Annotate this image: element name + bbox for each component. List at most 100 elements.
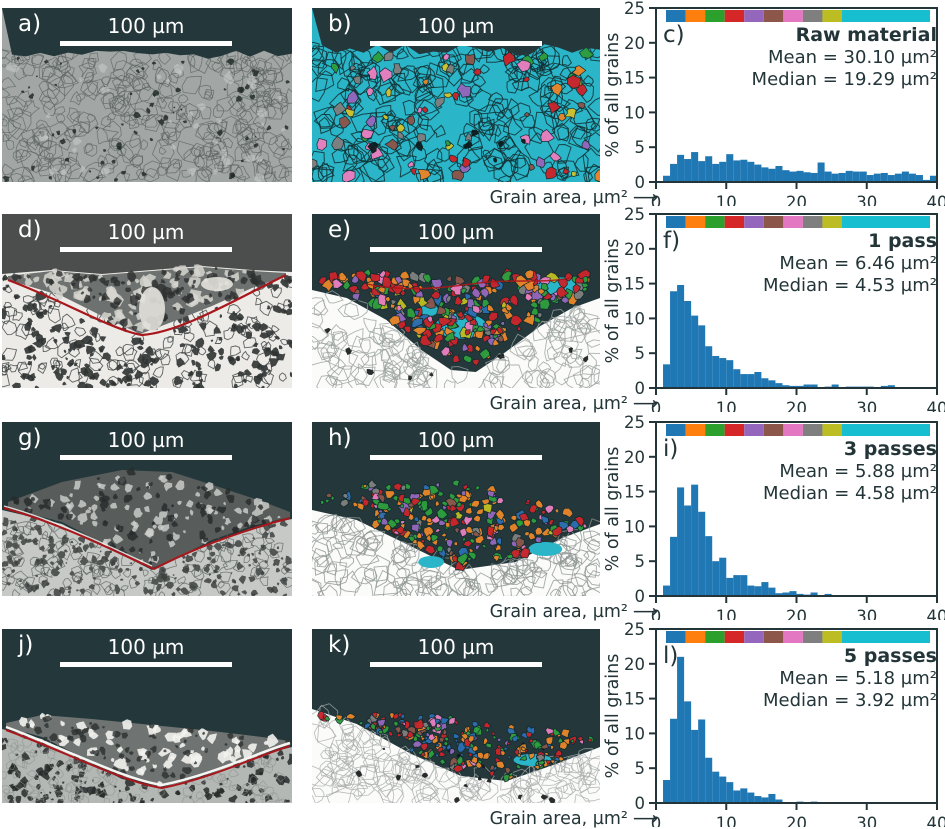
svg-text:40: 40 [927, 399, 945, 412]
histogram-l-stats: 5 passes Mean = 5.18 µm² Median = 3.92 µ… [763, 645, 937, 713]
svg-text:20: 20 [624, 34, 645, 53]
svg-text:25: 25 [624, 0, 645, 18]
svg-text:25: 25 [624, 414, 645, 432]
histogram-c: 0 5 10 15 20 25 0 10 20 30 40 [624, 0, 945, 206]
median-value: Median = 19.29 µm² [751, 69, 937, 90]
scalebar-label: 100 µm [417, 428, 495, 452]
histogram-f: 0 5 10 15 20 25 0 10 20 30 40 [624, 206, 945, 412]
svg-text:0: 0 [651, 399, 662, 412]
x-axis-label: Grain area, µm² ⟶ [489, 809, 658, 829]
scalebar [370, 662, 542, 667]
scalebar-label: 100 µm [417, 220, 495, 244]
svg-text:10: 10 [716, 607, 737, 620]
scalebar-label: 100 µm [417, 14, 495, 38]
x-axis-label: Grain area, µm² ⟶ [489, 188, 658, 208]
svg-text:30: 30 [856, 193, 877, 206]
arrow-icon: ⟶ [632, 394, 658, 414]
histogram-c-stats: Raw material Mean = 30.10 µm² Median = 1… [752, 24, 937, 92]
svg-text:5: 5 [635, 759, 646, 778]
y-axis-label: % of all grains [603, 238, 623, 364]
svg-text:20: 20 [624, 240, 645, 259]
svg-text:20: 20 [624, 448, 645, 467]
histogram-title: 5 passes [843, 645, 937, 667]
panel-e-grain-map: e) 100 µm [312, 214, 600, 388]
svg-text:40: 40 [927, 814, 945, 827]
svg-text:5: 5 [635, 138, 646, 157]
scalebar-label: 100 µm [107, 428, 185, 452]
svg-text:0: 0 [635, 173, 646, 192]
svg-text:40: 40 [927, 193, 945, 206]
panel-h-grain-map: h) 100 µm [312, 422, 600, 596]
histogram-l: 0 5 10 15 20 25 0 10 20 30 40 [624, 621, 945, 827]
svg-text:0: 0 [635, 379, 646, 398]
arrow-icon: ⟶ [632, 602, 658, 622]
panel-letter-e: e) [328, 217, 352, 243]
panel-letter-k: k) [328, 632, 351, 658]
svg-text:20: 20 [786, 607, 807, 620]
panel-letter-b: b) [328, 11, 352, 37]
panel-g-micrograph: g) 100 µm [2, 422, 292, 596]
histogram-i: 0 5 10 15 20 25 0 10 20 30 40 [624, 414, 945, 620]
mean-value: Mean = 5.88 µm² [779, 460, 937, 482]
scalebar-label: 100 µm [107, 220, 185, 244]
svg-text:10: 10 [624, 309, 645, 328]
grain-map-image-h [312, 422, 600, 596]
histogram-i-stats: 3 passes Mean = 5.88 µm² Median = 4.58 µ… [763, 438, 937, 506]
svg-text:0: 0 [635, 794, 646, 813]
panel-letter-l: l) [663, 643, 679, 669]
svg-text:10: 10 [624, 517, 645, 536]
scalebar [60, 662, 232, 667]
grain-map-image-e [312, 214, 600, 388]
y-axis-label: % of all grains [603, 653, 623, 779]
micrograph-image-g [2, 422, 292, 596]
svg-text:30: 30 [856, 399, 877, 412]
scalebar [370, 41, 542, 46]
panel-letter-h: h) [328, 425, 352, 451]
scalebar [60, 41, 232, 46]
histogram-f-stats: 1 pass Mean = 6.46 µm² Median = 4.53 µm² [763, 230, 937, 298]
panel-j-micrograph: j) 100 µm [2, 629, 292, 803]
scalebar [60, 247, 232, 252]
y-axis-label: % of all grains [603, 446, 623, 572]
arrow-icon: ⟶ [632, 809, 658, 829]
svg-text:0: 0 [651, 607, 662, 620]
svg-text:15: 15 [624, 275, 645, 294]
median-value: Median = 4.58 µm² [763, 483, 937, 504]
svg-text:10: 10 [624, 724, 645, 743]
y-axis-label: % of all grains [603, 32, 623, 158]
svg-text:0: 0 [651, 193, 662, 206]
panel-b-grain-map: b) 100 µm [312, 8, 600, 182]
scalebar-label: 100 µm [417, 635, 495, 659]
x-axis-label: Grain area, µm² ⟶ [489, 394, 658, 414]
svg-text:10: 10 [624, 103, 645, 122]
svg-text:15: 15 [624, 483, 645, 502]
median-value: Median = 4.53 µm² [763, 275, 937, 296]
svg-text:25: 25 [624, 621, 645, 639]
svg-text:20: 20 [786, 399, 807, 412]
svg-text:25: 25 [624, 206, 645, 224]
svg-text:20: 20 [786, 814, 807, 827]
scalebar-label: 100 µm [107, 14, 185, 38]
mean-value: Mean = 30.10 µm² [767, 46, 937, 68]
svg-text:40: 40 [927, 607, 945, 620]
panel-letter-i: i) [663, 436, 679, 462]
grain-map-image-k [312, 629, 600, 803]
arrow-icon: ⟶ [632, 188, 658, 208]
histogram-title: 3 passes [843, 438, 937, 460]
panel-letter-f: f) [663, 228, 681, 254]
scalebar [370, 247, 542, 252]
panel-letter-j: j) [18, 632, 34, 658]
svg-text:10: 10 [716, 814, 737, 827]
x-axis-label: Grain area, µm² ⟶ [489, 602, 658, 622]
svg-text:30: 30 [856, 814, 877, 827]
panel-letter-g: g) [18, 425, 42, 451]
median-value: Median = 3.92 µm² [763, 690, 937, 711]
svg-text:20: 20 [786, 193, 807, 206]
panel-a-micrograph: a) 100 µm [2, 8, 292, 182]
panel-k-grain-map: k) 100 µm [312, 629, 600, 803]
scalebar-label: 100 µm [107, 635, 185, 659]
scalebar [370, 455, 542, 460]
histogram-title: 1 pass [868, 230, 937, 252]
mean-value: Mean = 5.18 µm² [779, 667, 937, 689]
